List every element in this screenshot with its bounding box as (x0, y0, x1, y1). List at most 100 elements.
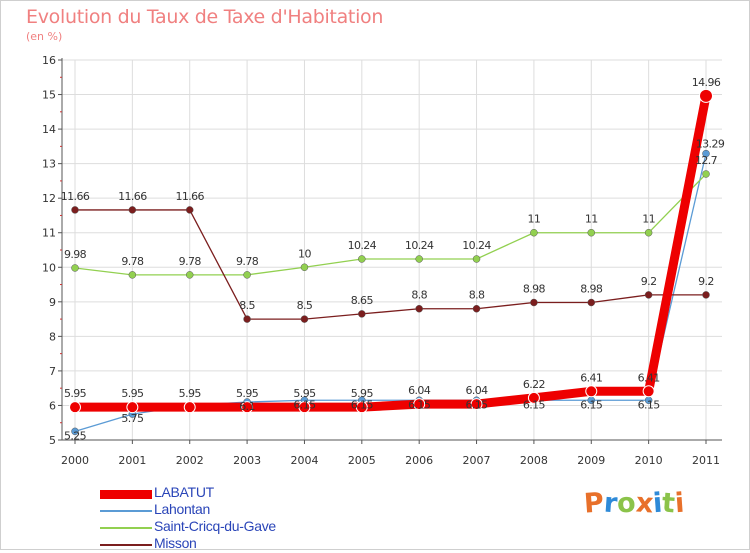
y-tick-label: 14 (42, 123, 56, 136)
data-point (644, 291, 653, 299)
data-label: 8.98 (580, 283, 603, 296)
data-label: 11.66 (118, 190, 147, 203)
x-tick-label: 2010 (635, 454, 663, 467)
y-tick-label: 13 (42, 158, 56, 171)
data-point (415, 304, 423, 313)
data-label: 9.78 (121, 255, 144, 268)
legend-item: Lahontan (100, 501, 400, 519)
legend-label: LABATUT (154, 484, 214, 500)
data-point (241, 401, 254, 414)
x-tick-label: 2008 (520, 454, 548, 467)
y-tick-label: 10 (42, 261, 56, 274)
data-label: 10 (298, 247, 311, 260)
y-tick-label: 6 (49, 399, 56, 412)
y-tick-label: 16 (42, 54, 56, 67)
data-label: 9.2 (641, 275, 657, 288)
data-point (71, 206, 79, 214)
legend-swatch (100, 527, 152, 529)
x-tick-label: 2005 (348, 454, 376, 467)
data-label: 11.66 (175, 190, 204, 203)
data-label: 6.41 (580, 371, 602, 384)
data-point (642, 385, 655, 398)
legend-item: LABATUT (100, 484, 400, 502)
data-point (183, 401, 196, 414)
data-point (702, 170, 710, 178)
y-tick-label: 12 (42, 192, 56, 205)
series-line-Saint-Cricq-du-Gave (74, 173, 707, 276)
data-label: 5.75 (121, 412, 144, 425)
data-label: 6.22 (523, 378, 545, 391)
data-label: 9.78 (179, 255, 202, 268)
data-label: 5.95 (121, 387, 144, 400)
x-tick-label: 2004 (290, 454, 318, 467)
data-point (185, 206, 194, 214)
logo-letter: o (616, 487, 637, 520)
data-label: 8.5 (239, 299, 255, 312)
data-label: 13.29 (696, 138, 725, 151)
data-point (530, 228, 538, 237)
x-tick-label: 2011 (692, 454, 720, 467)
data-point (530, 298, 538, 307)
data-point (300, 315, 309, 323)
y-tick-label: 8 (49, 330, 56, 343)
data-point (71, 264, 79, 272)
data-label: 5.95 (351, 387, 374, 400)
data-label: 5.95 (64, 387, 87, 400)
legend-swatch (100, 510, 152, 512)
data-label: 10.24 (405, 239, 434, 252)
data-label: 10.24 (348, 239, 377, 252)
x-tick-label: 2009 (577, 454, 605, 467)
data-point (300, 263, 309, 272)
data-point (472, 304, 481, 313)
data-label: 6.15 (523, 398, 546, 411)
data-point (585, 385, 598, 398)
data-label: 6.15 (638, 398, 661, 411)
y-tick-label: 5 (49, 434, 56, 447)
legend-item: Saint-Cricq-du-Gave (100, 518, 400, 536)
series-line-LABATUT (70, 91, 711, 412)
data-label: 5.95 (179, 387, 202, 400)
x-tick-label: 2000 (61, 454, 89, 467)
data-label: 14.96 (692, 76, 721, 89)
y-tick-label: 7 (49, 365, 56, 378)
x-tick-label: 2007 (463, 454, 491, 467)
data-point (470, 398, 483, 411)
data-point (128, 206, 137, 214)
chart-title: Evolution du Taux de Taxe d'Habitation (26, 6, 384, 28)
data-label: 8.8 (469, 289, 485, 302)
data-point (69, 401, 81, 414)
data-point (243, 271, 251, 279)
logo-letter: i (674, 487, 686, 520)
data-point (587, 228, 596, 237)
data-point (644, 228, 653, 237)
y-tick-label: 11 (42, 227, 56, 240)
data-label: 6.1 (239, 400, 255, 413)
legend-label: Misson (154, 535, 197, 551)
data-label: 8.98 (523, 283, 546, 296)
data-label: 6.15 (351, 398, 374, 411)
data-point (126, 401, 139, 414)
x-tick-label: 2001 (118, 454, 146, 467)
data-label: 5.25 (64, 429, 87, 442)
data-label: 11.66 (61, 190, 90, 203)
legend-label: Lahontan (154, 501, 210, 517)
data-label: 6.15 (465, 398, 488, 411)
data-point (71, 427, 79, 436)
data-point (472, 255, 481, 263)
data-label: 5.95 (293, 387, 316, 400)
data-point (699, 88, 713, 103)
data-point (702, 291, 710, 299)
data-label: 11 (585, 213, 598, 226)
data-point (587, 298, 596, 307)
data-label: 9.78 (236, 255, 259, 268)
data-label: 11 (528, 213, 541, 226)
data-label: 8.8 (411, 289, 427, 302)
data-label: 8.5 (297, 299, 313, 312)
data-label: 10.24 (462, 239, 491, 252)
data-point (358, 255, 366, 263)
data-label: 12.7 (695, 154, 718, 167)
data-label: 5.95 (236, 387, 259, 400)
data-label: 6.04 (465, 384, 488, 397)
legend-label: Saint-Cricq-du-Gave (154, 518, 276, 534)
